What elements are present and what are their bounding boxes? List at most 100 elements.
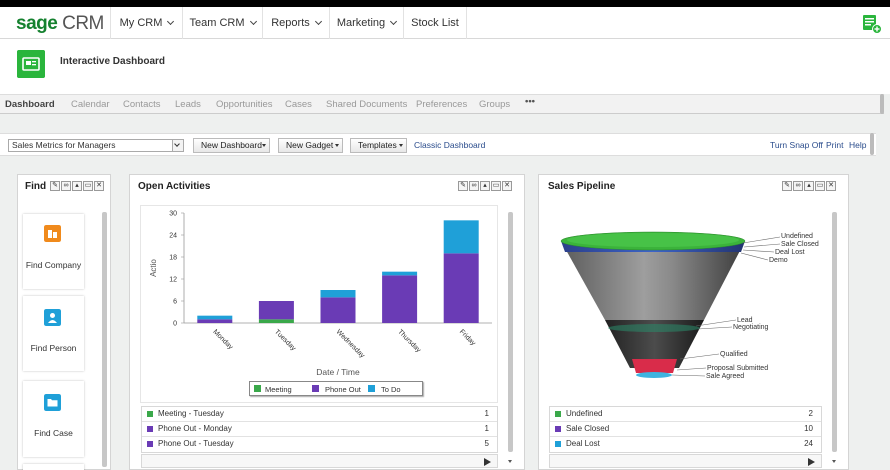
chart-legend: Meeting Phone Out To Do <box>249 381 423 396</box>
new-gadget-button[interactable]: New Gadget <box>278 138 343 153</box>
chevron-down-icon[interactable] <box>172 140 183 151</box>
company-icon <box>44 225 61 242</box>
add-shortcut-icon[interactable] <box>862 14 882 34</box>
list-item[interactable]: Meeting - Tuesday 1 <box>142 407 497 422</box>
x-tick-label: Monday <box>211 328 234 351</box>
find-card-partial[interactable] <box>23 464 84 470</box>
edit-icon[interactable]: ✎ <box>458 181 468 191</box>
list-item[interactable]: Undefined 2 <box>550 407 821 422</box>
funnel-band-lead <box>608 324 700 332</box>
person-icon <box>44 309 61 326</box>
classic-dashboard-link[interactable]: Classic Dashboard <box>414 140 486 150</box>
tab-opportunities[interactable]: Opportunities <box>216 99 273 110</box>
close-icon[interactable]: ✕ <box>502 181 512 191</box>
undefined-swatch <box>555 411 561 417</box>
pipeline-scrollbar[interactable] <box>832 212 837 452</box>
funnel-segment-proposal-submitted <box>632 359 677 373</box>
y-tick-label: 6 <box>173 299 177 306</box>
y-tick-label: 24 <box>169 233 177 240</box>
open-activities-title: Open Activities <box>138 181 211 192</box>
maximize-icon[interactable]: ▭ <box>491 181 501 191</box>
activities-panel-controls: ✎ ∞ ▴ ▭ ✕ <box>458 181 512 192</box>
nav-marketing[interactable]: Marketing <box>329 7 403 39</box>
x-tick-label: Thursday <box>396 328 422 354</box>
list-item[interactable]: Phone Out - Tuesday 5 <box>142 437 497 452</box>
y-tick-label: 30 <box>169 211 177 218</box>
pipeline-list: Undefined 2 Sale Closed 10 Deal Lost 24 <box>549 406 822 453</box>
x-tick-label: Tuesday <box>273 328 297 352</box>
phone-out-swatch <box>147 426 153 432</box>
close-icon[interactable]: ✕ <box>94 181 104 191</box>
funnel-segment-sale-agreed <box>636 372 672 378</box>
scroll-down-icon[interactable] <box>832 460 836 463</box>
play-icon[interactable] <box>484 458 491 466</box>
print-link[interactable]: Print <box>826 140 844 150</box>
legend-to-do-swatch <box>368 385 375 392</box>
x-tick-label: Wednesday <box>335 328 366 359</box>
chevron-down-icon <box>390 17 398 26</box>
activities-scrollbar[interactable] <box>508 212 513 452</box>
tab-dashboard[interactable]: Dashboard <box>5 99 55 110</box>
bar-to-do-thursday <box>382 271 418 276</box>
play-icon[interactable] <box>808 458 815 466</box>
nav-team-crm[interactable]: Team CRM <box>182 7 262 39</box>
tab-shared-documents[interactable]: Shared Documents <box>326 99 408 110</box>
bar-to-do-monday <box>197 315 233 320</box>
nav-my-crm[interactable]: My CRM <box>110 7 182 39</box>
bar-to-do-wednesday <box>320 290 356 298</box>
funnel-label-sale-closed: Sale Closed <box>781 241 819 248</box>
edit-icon[interactable]: ✎ <box>50 181 60 191</box>
phone-out-swatch <box>147 441 153 447</box>
sales-pipeline-title: Sales Pipeline <box>548 181 616 192</box>
list-item[interactable]: Phone Out - Monday 1 <box>142 422 497 437</box>
dropdown-arrow-icon <box>335 144 339 147</box>
tab-calendar[interactable]: Calendar <box>71 99 110 110</box>
find-panel-title: Find <box>25 181 47 192</box>
nav-reports[interactable]: Reports <box>262 7 329 39</box>
new-dashboard-button[interactable]: New Dashboard <box>193 138 270 153</box>
folder-icon <box>44 394 61 411</box>
link-icon[interactable]: ∞ <box>469 181 479 191</box>
link-icon[interactable]: ∞ <box>793 181 803 191</box>
find-company-card[interactable]: Find Company <box>23 214 84 289</box>
tab-preferences[interactable]: Preferences <box>416 99 468 110</box>
page-header <box>0 39 890 94</box>
tab-contacts[interactable]: Contacts <box>123 99 161 110</box>
list-item[interactable]: Deal Lost 24 <box>550 437 821 452</box>
maximize-icon[interactable]: ▭ <box>83 181 93 191</box>
tab-cases[interactable]: Cases <box>285 99 312 110</box>
toolbar-scrollbar[interactable] <box>870 133 874 155</box>
dashboard-select[interactable]: Sales Metrics for Managers <box>8 139 184 152</box>
funnel-top-highlight <box>567 233 739 247</box>
find-person-card[interactable]: Find Person <box>23 296 84 371</box>
find-case-label: Find Case <box>34 428 73 438</box>
find-company-label: Find Company <box>25 260 82 270</box>
nav-stock-list[interactable]: Stock List <box>403 7 467 39</box>
scroll-down-icon[interactable] <box>508 460 512 463</box>
help-link[interactable]: Help <box>849 140 867 150</box>
list-item[interactable]: Sale Closed 10 <box>550 422 821 437</box>
bar-phone-out-wednesday <box>320 297 356 323</box>
collapse-icon[interactable]: ▴ <box>804 181 814 191</box>
page-scrollbar[interactable] <box>880 94 884 114</box>
funnel-segment-demo <box>561 241 745 320</box>
dashboard-icon <box>17 50 45 78</box>
find-case-card[interactable]: Find Case <box>23 381 84 457</box>
templates-button[interactable]: Templates <box>350 138 407 153</box>
collapse-icon[interactable]: ▴ <box>72 181 82 191</box>
link-icon[interactable]: ∞ <box>61 181 71 191</box>
tab-leads[interactable]: Leads <box>175 99 201 110</box>
x-axis-label: Date / Time <box>316 367 360 377</box>
dropdown-arrow-icon <box>262 144 266 147</box>
edit-icon[interactable]: ✎ <box>782 181 792 191</box>
turn-snap-off-link[interactable]: Turn Snap Off <box>770 140 823 150</box>
find-scrollbar[interactable] <box>102 212 107 467</box>
maximize-icon[interactable]: ▭ <box>815 181 825 191</box>
collapse-icon[interactable]: ▴ <box>480 181 490 191</box>
close-icon[interactable]: ✕ <box>826 181 836 191</box>
pipeline-panel-controls: ✎ ∞ ▴ ▭ ✕ <box>782 181 836 192</box>
tab-groups[interactable]: Groups <box>479 99 511 110</box>
sage-crm-logo[interactable]: sage CRM <box>16 13 104 34</box>
tab-more[interactable]: ••• <box>525 96 535 107</box>
sales-pipeline-funnel: Undefined Sale Closed Deal Lost Demo Lea… <box>560 231 819 380</box>
